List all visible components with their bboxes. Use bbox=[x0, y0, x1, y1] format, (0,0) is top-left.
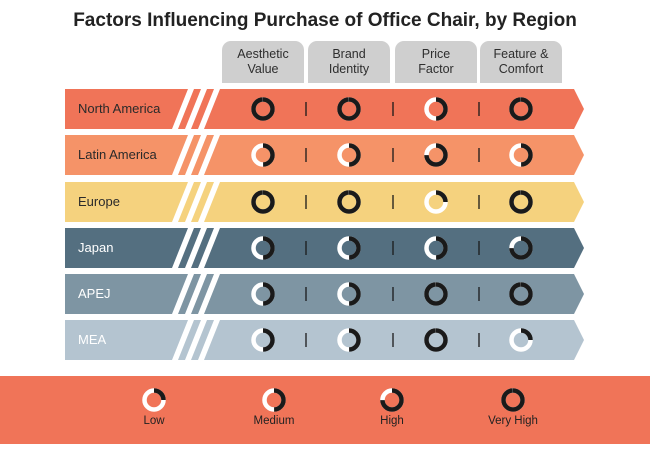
column-header-1: Aesthetic Value bbox=[222, 41, 304, 83]
row-band-5 bbox=[65, 274, 584, 314]
row-label-1: North America bbox=[78, 101, 161, 116]
legend-ring-3-arc bbox=[380, 388, 404, 412]
legend-label-3: High bbox=[380, 415, 404, 427]
rating-ring-3-1-arc bbox=[251, 190, 275, 214]
rating-ring-2-2-arc bbox=[337, 143, 361, 167]
legend-label-4: Very High bbox=[488, 415, 538, 427]
rating-ring-5-2-arc bbox=[337, 282, 361, 306]
rating-ring-2-3-arc bbox=[424, 143, 448, 167]
row-slash-6-1 bbox=[172, 320, 194, 360]
rating-ring-4-2-arc bbox=[337, 236, 361, 260]
rating-ring-1-1-arc bbox=[251, 97, 275, 121]
rating-ring-6-2-arc bbox=[337, 328, 361, 352]
rating-ring-3-2-arc bbox=[337, 190, 361, 214]
rating-ring-4-1-arc bbox=[251, 236, 275, 260]
rating-ring-5-1-arc bbox=[251, 282, 275, 306]
rating-ring-6-4-arc bbox=[509, 328, 533, 352]
rating-ring-6-1-arc bbox=[251, 328, 275, 352]
chart-title: Factors Influencing Purchase of Office C… bbox=[73, 10, 577, 31]
column-header-4: Feature & Comfort bbox=[480, 41, 562, 83]
row-slash-2-1 bbox=[172, 135, 194, 175]
legend-label-2: Medium bbox=[253, 415, 295, 427]
rating-ring-2-4-arc bbox=[509, 143, 533, 167]
row-slash-1-2 bbox=[185, 89, 207, 129]
rating-ring-5-4-arc bbox=[509, 282, 533, 306]
row-slash-3-3 bbox=[198, 182, 220, 222]
rating-ring-4-4-arc bbox=[509, 236, 533, 260]
row-band-6 bbox=[65, 320, 584, 360]
row-slash-5-2 bbox=[185, 274, 207, 314]
row-slash-4-1 bbox=[172, 228, 194, 268]
row-slash-3-2 bbox=[185, 182, 207, 222]
rating-ring-1-3-arc bbox=[424, 97, 448, 121]
row-slash-6-3 bbox=[198, 320, 220, 360]
row-slash-1-3 bbox=[198, 89, 220, 129]
row-label-6: MEA bbox=[78, 332, 107, 347]
rating-ring-3-3-arc bbox=[424, 190, 448, 214]
row-slash-5-1 bbox=[172, 274, 194, 314]
row-slash-2-3 bbox=[198, 135, 220, 175]
row-band-3 bbox=[65, 182, 584, 222]
column-header-2: Brand Identity bbox=[308, 41, 390, 83]
legend-band bbox=[0, 376, 650, 444]
row-slash-2-2 bbox=[185, 135, 207, 175]
rating-ring-4-3-arc bbox=[424, 236, 448, 260]
rating-ring-2-1-arc bbox=[251, 143, 275, 167]
column-header-3: Price Factor bbox=[395, 41, 477, 83]
row-label-5: APEJ bbox=[78, 286, 111, 301]
rating-ring-6-3-arc bbox=[424, 328, 448, 352]
rating-ring-5-3-arc bbox=[424, 282, 448, 306]
row-label-3: Europe bbox=[78, 194, 120, 209]
rating-ring-1-2-arc bbox=[337, 97, 361, 121]
legend-ring-4-arc bbox=[501, 388, 525, 412]
legend-label-1: Low bbox=[143, 415, 165, 427]
rating-ring-1-4-arc bbox=[509, 97, 533, 121]
row-label-2: Latin America bbox=[78, 147, 157, 162]
row-slash-5-3 bbox=[198, 274, 220, 314]
row-slash-4-2 bbox=[185, 228, 207, 268]
rating-ring-3-4-arc bbox=[509, 190, 533, 214]
row-slash-1-1 bbox=[172, 89, 194, 129]
row-slash-6-2 bbox=[185, 320, 207, 360]
row-slash-4-3 bbox=[198, 228, 220, 268]
legend-ring-2-arc bbox=[262, 388, 286, 412]
row-slash-3-1 bbox=[172, 182, 194, 222]
row-label-4: Japan bbox=[78, 240, 114, 255]
row-band-4 bbox=[65, 228, 584, 268]
legend-ring-1-arc bbox=[142, 388, 166, 412]
